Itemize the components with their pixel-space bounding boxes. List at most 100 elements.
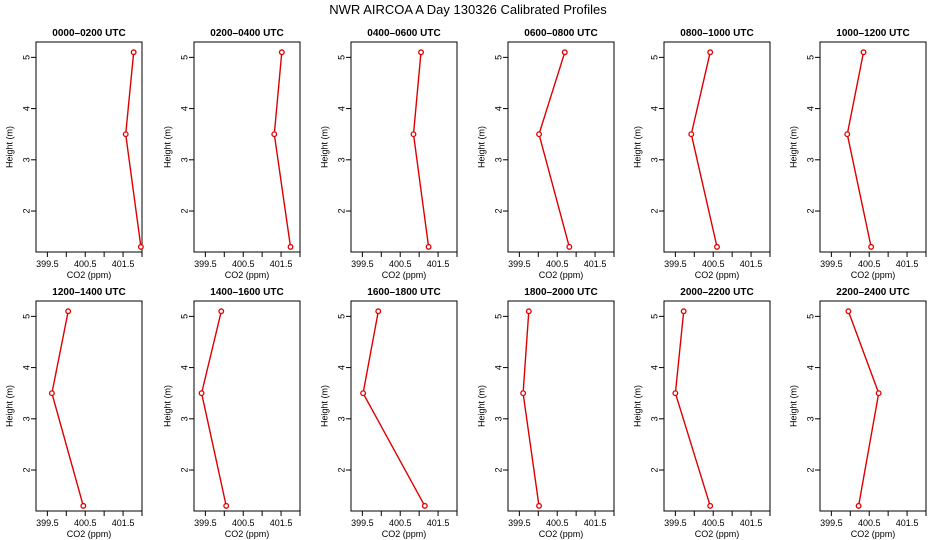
y-axis-label: Height (m) <box>476 126 486 168</box>
y-tick-label: 2 <box>179 209 189 214</box>
panel-title: 1800–2000 UTC <box>524 287 597 298</box>
data-point <box>360 390 367 397</box>
y-tick-label: 4 <box>21 106 31 111</box>
y-tick-label: 4 <box>21 365 31 370</box>
y-tick-label: 3 <box>649 416 659 421</box>
panel: 0200–0400 UTC 399.5 400.5 401.5 2 3 4 5 CO2 (ppm… <box>162 28 301 280</box>
data-point <box>566 243 573 250</box>
y-axis-label: Height (m) <box>162 385 172 427</box>
x-axis-label: CO2 (ppm) <box>67 270 112 280</box>
data-point <box>48 390 55 397</box>
data-point <box>425 243 432 250</box>
y-axis-label: Height (m) <box>319 126 329 168</box>
y-tick-label: 3 <box>21 157 31 162</box>
x-tick-label: 401.5 <box>270 259 293 269</box>
y-axis-label: Height (m) <box>476 385 486 427</box>
plot-frame <box>35 41 143 253</box>
panel: 2200–2400 UTC 399.5 400.5 401.5 2 3 4 5 CO2 (ppm… <box>788 287 927 539</box>
y-axis-label: Height (m) <box>4 385 14 427</box>
y-tick-label: 2 <box>336 209 346 214</box>
x-axis-label: CO2 (ppm) <box>695 529 740 539</box>
y-tick-label: 3 <box>179 416 189 421</box>
plot-frame <box>193 41 301 253</box>
plot-frame <box>507 41 615 253</box>
panel-title: 1000–1200 UTC <box>836 28 909 39</box>
y-tick-label: 4 <box>336 365 346 370</box>
data-point <box>421 502 428 509</box>
plot-frame <box>193 300 301 512</box>
y-tick-label: 3 <box>493 157 503 162</box>
y-tick-label: 5 <box>493 314 503 319</box>
x-axis-label: CO2 (ppm) <box>225 529 270 539</box>
y-tick-label: 5 <box>493 55 503 60</box>
x-tick-label: 400.5 <box>702 259 725 269</box>
panel-title: 1400–1600 UTC <box>210 287 283 298</box>
y-tick-label: 5 <box>21 55 31 60</box>
y-tick-label: 3 <box>336 416 346 421</box>
x-axis-label: CO2 (ppm) <box>67 529 112 539</box>
plot-frame <box>35 300 143 512</box>
data-point <box>561 49 568 56</box>
figure-title: NWR AIRCOA A Day 130326 Calibrated Profi… <box>329 2 607 17</box>
y-tick-label: 4 <box>336 106 346 111</box>
y-tick-label: 3 <box>649 157 659 162</box>
panel: 1200–1400 UTC 399.5 400.5 401.5 2 3 4 5 CO2 (ppm… <box>4 287 143 539</box>
plot-frame <box>350 41 458 253</box>
data-point <box>218 308 225 315</box>
data-point <box>536 131 542 138</box>
y-tick-label: 2 <box>805 209 815 214</box>
y-tick-label: 2 <box>336 468 346 473</box>
x-axis-label: CO2 (ppm) <box>851 529 896 539</box>
y-tick-label: 4 <box>805 365 815 370</box>
panel: 0800–1000 UTC 399.5 400.5 401.5 2 3 4 5 CO2 (ppm… <box>632 28 771 280</box>
y-tick-label: 5 <box>21 314 31 319</box>
data-point <box>418 49 424 56</box>
y-tick-label: 5 <box>336 55 346 60</box>
data-point <box>868 243 875 250</box>
x-tick-label: 400.5 <box>858 259 881 269</box>
y-tick-label: 2 <box>179 468 189 473</box>
x-axis-label: CO2 (ppm) <box>539 529 584 539</box>
panel-title: 0600–0800 UTC <box>524 28 597 39</box>
y-axis-label: Height (m) <box>319 385 329 427</box>
plot-frame <box>819 300 927 512</box>
data-point <box>855 502 862 509</box>
x-axis-label: CO2 (ppm) <box>225 270 270 280</box>
x-tick-label: 399.5 <box>194 518 217 528</box>
y-tick-label: 3 <box>179 157 189 162</box>
data-point <box>688 131 695 138</box>
y-tick-label: 5 <box>179 55 189 60</box>
x-tick-label: 401.5 <box>896 518 919 528</box>
y-axis-label: Height (m) <box>788 385 798 427</box>
y-tick-label: 5 <box>649 314 659 319</box>
x-tick-label: 401.5 <box>584 259 607 269</box>
panel-title: 0400–0600 UTC <box>367 28 440 39</box>
data-point <box>375 308 382 315</box>
panel: 0400–0600 UTC 399.5 400.5 401.5 2 3 4 5 CO2 (ppm… <box>319 28 458 280</box>
x-tick-label: 400.5 <box>232 518 255 528</box>
x-tick-label: 400.5 <box>546 259 569 269</box>
x-tick-label: 401.5 <box>740 259 763 269</box>
y-tick-label: 5 <box>805 55 815 60</box>
x-tick-label: 400.5 <box>546 518 569 528</box>
panel-title: 0000–0200 UTC <box>52 28 125 39</box>
data-point <box>65 308 72 315</box>
y-axis-label: Height (m) <box>162 126 172 168</box>
x-tick-label: 399.5 <box>508 518 531 528</box>
y-tick-label: 5 <box>805 314 815 319</box>
panel: 2000–2200 UTC 399.5 400.5 401.5 2 3 4 5 CO2 (ppm… <box>632 287 771 539</box>
y-tick-label: 4 <box>179 106 189 111</box>
y-tick-label: 4 <box>805 106 815 111</box>
x-tick-label: 399.5 <box>36 518 59 528</box>
panel-title: 2000–2200 UTC <box>680 287 753 298</box>
x-axis-label: CO2 (ppm) <box>851 270 896 280</box>
y-axis-label: Height (m) <box>4 126 14 168</box>
x-tick-label: 399.5 <box>36 259 59 269</box>
x-tick-label: 400.5 <box>389 518 412 528</box>
x-tick-label: 399.5 <box>664 518 687 528</box>
y-tick-label: 4 <box>493 106 503 111</box>
x-tick-label: 399.5 <box>351 518 374 528</box>
x-tick-label: 399.5 <box>664 259 687 269</box>
x-tick-label: 400.5 <box>702 518 725 528</box>
